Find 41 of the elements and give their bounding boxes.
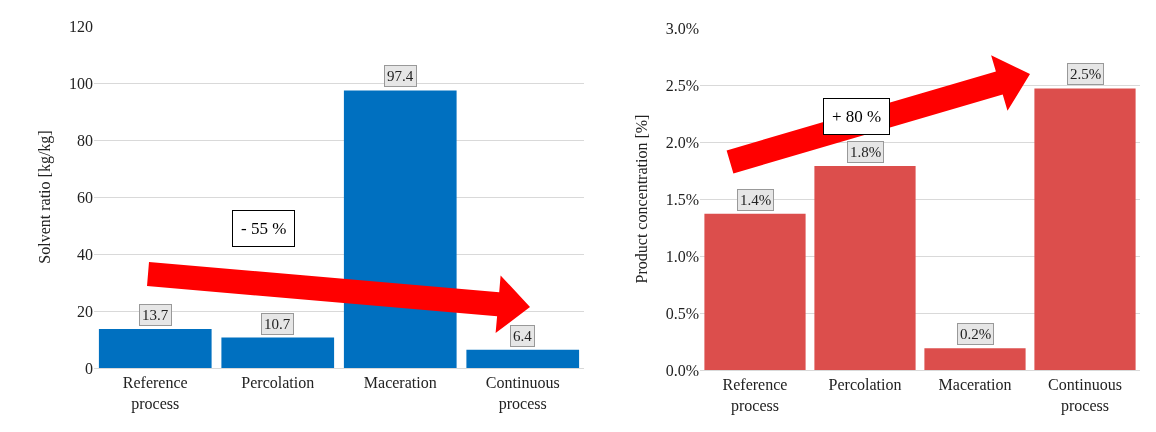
- bar: [704, 213, 806, 370]
- y-tick-label: 60: [77, 188, 93, 206]
- y-tick-label: 80: [77, 131, 93, 149]
- y-axis-title: Product concentration [%]: [632, 114, 650, 284]
- data-label: 6.4: [513, 328, 533, 344]
- y-tick-label: 0.5%: [665, 304, 699, 322]
- bar: [343, 90, 457, 368]
- y-tick-label: 2.0%: [665, 133, 699, 151]
- x-tick-label: Continuous process: [1048, 376, 1122, 415]
- y-tick-label: 1.0%: [665, 247, 699, 265]
- bar: [466, 349, 580, 368]
- y-tick-label: 20: [77, 302, 93, 320]
- x-tick-label: Maceration: [363, 374, 437, 392]
- x-tick-label: Percolation: [241, 374, 315, 392]
- bar: [924, 348, 1026, 370]
- x-tick-label: Maceration: [938, 376, 1012, 394]
- y-tick-label: 1.5%: [665, 190, 699, 208]
- y-tick-label: 0.0%: [665, 361, 699, 379]
- data-label: 2.5%: [1070, 66, 1102, 82]
- data-label: 1.4%: [740, 192, 772, 208]
- x-tick-label: Reference process: [122, 374, 188, 413]
- y-tick-label: 100: [69, 74, 93, 92]
- data-label: 1.8%: [850, 144, 882, 160]
- x-tick-label: Percolation: [828, 376, 902, 394]
- y-tick-label: 3.0%: [665, 19, 699, 37]
- y-tick-label: 2.5%: [665, 76, 699, 94]
- x-tick-label: Continuous process: [485, 374, 560, 413]
- bar: [1034, 88, 1136, 370]
- data-label: 13.7: [142, 307, 169, 323]
- bar: [98, 328, 212, 368]
- y-tick-label: 40: [77, 245, 93, 263]
- y-axis-title: Solvent ratio [kg/kg]: [35, 130, 54, 264]
- data-label: 0.2%: [960, 326, 992, 342]
- data-label: 97.4: [387, 68, 414, 84]
- annotation: - 55 %: [241, 219, 287, 238]
- x-tick-label: Reference process: [722, 376, 788, 415]
- bar: [221, 337, 335, 368]
- y-tick-label: 0: [85, 359, 93, 377]
- annotation: + 80 %: [832, 107, 882, 126]
- data-label: 10.7: [264, 316, 291, 332]
- y-tick-label: 120: [69, 17, 93, 35]
